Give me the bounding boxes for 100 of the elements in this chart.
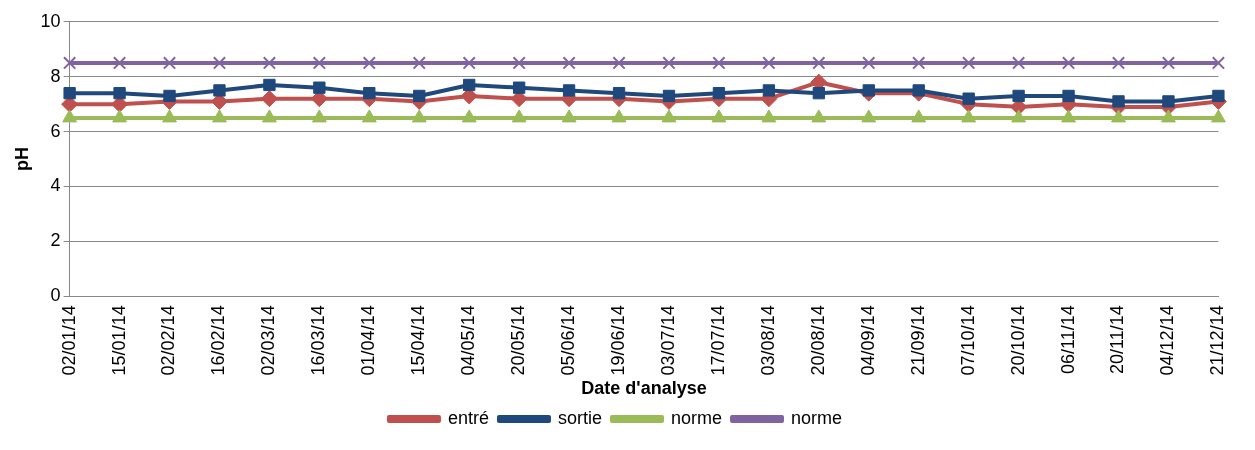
x-tick-label: 03/07/14 bbox=[657, 305, 678, 376]
point bbox=[62, 56, 77, 70]
point bbox=[113, 87, 126, 100]
point bbox=[212, 56, 227, 70]
point bbox=[1061, 109, 1076, 123]
point bbox=[612, 87, 626, 100]
point bbox=[1011, 56, 1026, 70]
point bbox=[961, 109, 977, 123]
point bbox=[912, 56, 926, 70]
x-tick-label: 02/01/14 bbox=[58, 305, 79, 376]
point bbox=[412, 56, 426, 70]
y-tick-label: 4 bbox=[50, 175, 61, 196]
point bbox=[861, 109, 877, 123]
point bbox=[812, 56, 826, 70]
x-tick-label: 21/12/14 bbox=[1207, 305, 1228, 376]
y-tick-label: 0 bbox=[50, 285, 61, 306]
point bbox=[611, 109, 627, 123]
x-tick-label: 04/05/14 bbox=[458, 305, 479, 376]
point bbox=[311, 109, 327, 123]
point bbox=[62, 109, 78, 123]
x-tick-label: 20/08/14 bbox=[807, 305, 828, 376]
point bbox=[562, 84, 576, 97]
point bbox=[1011, 109, 1027, 123]
y-tick-label: 6 bbox=[50, 120, 61, 141]
legend-label: norme bbox=[791, 407, 843, 428]
point bbox=[261, 109, 277, 123]
point bbox=[562, 56, 576, 70]
point bbox=[711, 109, 727, 123]
point bbox=[461, 109, 477, 123]
point bbox=[162, 109, 177, 123]
point bbox=[662, 89, 676, 103]
legend-label: entré bbox=[447, 407, 489, 428]
x-tick-label: 20/10/14 bbox=[1007, 305, 1028, 376]
point bbox=[762, 56, 776, 70]
x-tick-label: 19/06/14 bbox=[608, 305, 629, 376]
point bbox=[1162, 95, 1175, 108]
y-tick-label: 8 bbox=[50, 65, 61, 86]
point bbox=[462, 56, 476, 70]
point bbox=[112, 56, 127, 70]
x-tick-label: 05/06/14 bbox=[558, 305, 579, 376]
point bbox=[1210, 109, 1226, 123]
point bbox=[1061, 56, 1076, 70]
point bbox=[612, 56, 626, 70]
x-tick-label: 04/09/14 bbox=[857, 305, 878, 376]
x-tick-label: 16/02/14 bbox=[208, 305, 229, 376]
x-tick-label: 20/05/14 bbox=[508, 305, 529, 376]
point bbox=[862, 56, 876, 70]
point bbox=[862, 84, 875, 97]
y-tick-label: 2 bbox=[50, 230, 61, 251]
point bbox=[661, 109, 677, 123]
legend-label: sortie bbox=[557, 407, 602, 428]
x-axis-title: Date d'analyse bbox=[581, 378, 707, 399]
point bbox=[163, 89, 176, 103]
point bbox=[912, 84, 925, 97]
legend-label: norme bbox=[671, 407, 723, 428]
point bbox=[1062, 89, 1075, 103]
point bbox=[1161, 56, 1176, 70]
point bbox=[363, 87, 376, 100]
point bbox=[512, 56, 526, 70]
point bbox=[911, 109, 927, 123]
point bbox=[312, 56, 327, 70]
point bbox=[712, 87, 726, 100]
point bbox=[361, 109, 377, 123]
point bbox=[1161, 109, 1176, 123]
x-tick-label: 02/02/14 bbox=[158, 305, 179, 376]
point bbox=[1112, 95, 1125, 108]
point bbox=[962, 92, 975, 105]
y-axis-title: pH bbox=[11, 147, 32, 172]
x-tick-label: 16/03/14 bbox=[308, 305, 329, 376]
point bbox=[162, 56, 177, 70]
point bbox=[561, 109, 577, 123]
point bbox=[63, 87, 76, 100]
point bbox=[463, 78, 476, 92]
point bbox=[811, 109, 827, 123]
point bbox=[263, 78, 276, 92]
x-tick-label: 01/04/14 bbox=[358, 305, 379, 376]
x-tick-label: 03/08/14 bbox=[757, 305, 778, 376]
point bbox=[1212, 89, 1225, 103]
point bbox=[1012, 89, 1025, 103]
x-tick-label: 06/11/14 bbox=[1057, 305, 1078, 375]
point bbox=[313, 81, 326, 94]
point bbox=[413, 89, 426, 103]
point bbox=[260, 90, 278, 108]
x-tick-label: 20/11/14 bbox=[1107, 305, 1128, 375]
point bbox=[762, 84, 776, 97]
point bbox=[511, 109, 527, 123]
point bbox=[1211, 56, 1226, 70]
x-tick-label: 04/12/14 bbox=[1157, 305, 1178, 376]
point bbox=[1111, 109, 1126, 123]
point bbox=[1111, 56, 1126, 70]
x-tick-label: 17/07/14 bbox=[707, 305, 728, 376]
point bbox=[812, 87, 825, 100]
point bbox=[262, 56, 277, 70]
x-tick-label: 15/04/14 bbox=[408, 305, 429, 376]
x-tick-label: 02/03/14 bbox=[258, 305, 279, 376]
x-tick-label: 15/01/14 bbox=[108, 305, 129, 376]
point bbox=[112, 109, 127, 123]
x-tick-label: 07/10/14 bbox=[957, 305, 978, 376]
point bbox=[761, 109, 777, 123]
point bbox=[962, 56, 976, 70]
